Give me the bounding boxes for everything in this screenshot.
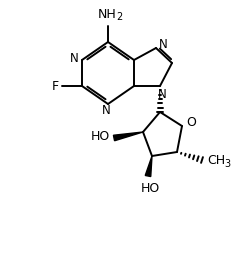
Text: HO: HO [140, 183, 160, 195]
Polygon shape [114, 132, 143, 141]
Text: N: N [158, 87, 166, 100]
Text: HO: HO [90, 130, 110, 143]
Text: NH: NH [98, 8, 116, 21]
Text: O: O [186, 116, 196, 129]
Text: 2: 2 [116, 12, 122, 22]
Text: CH: CH [207, 154, 225, 167]
Text: N: N [70, 52, 78, 65]
Text: 3: 3 [224, 159, 230, 169]
Polygon shape [145, 156, 152, 177]
Text: F: F [51, 79, 59, 93]
Text: N: N [159, 38, 167, 50]
Text: N: N [102, 104, 110, 117]
